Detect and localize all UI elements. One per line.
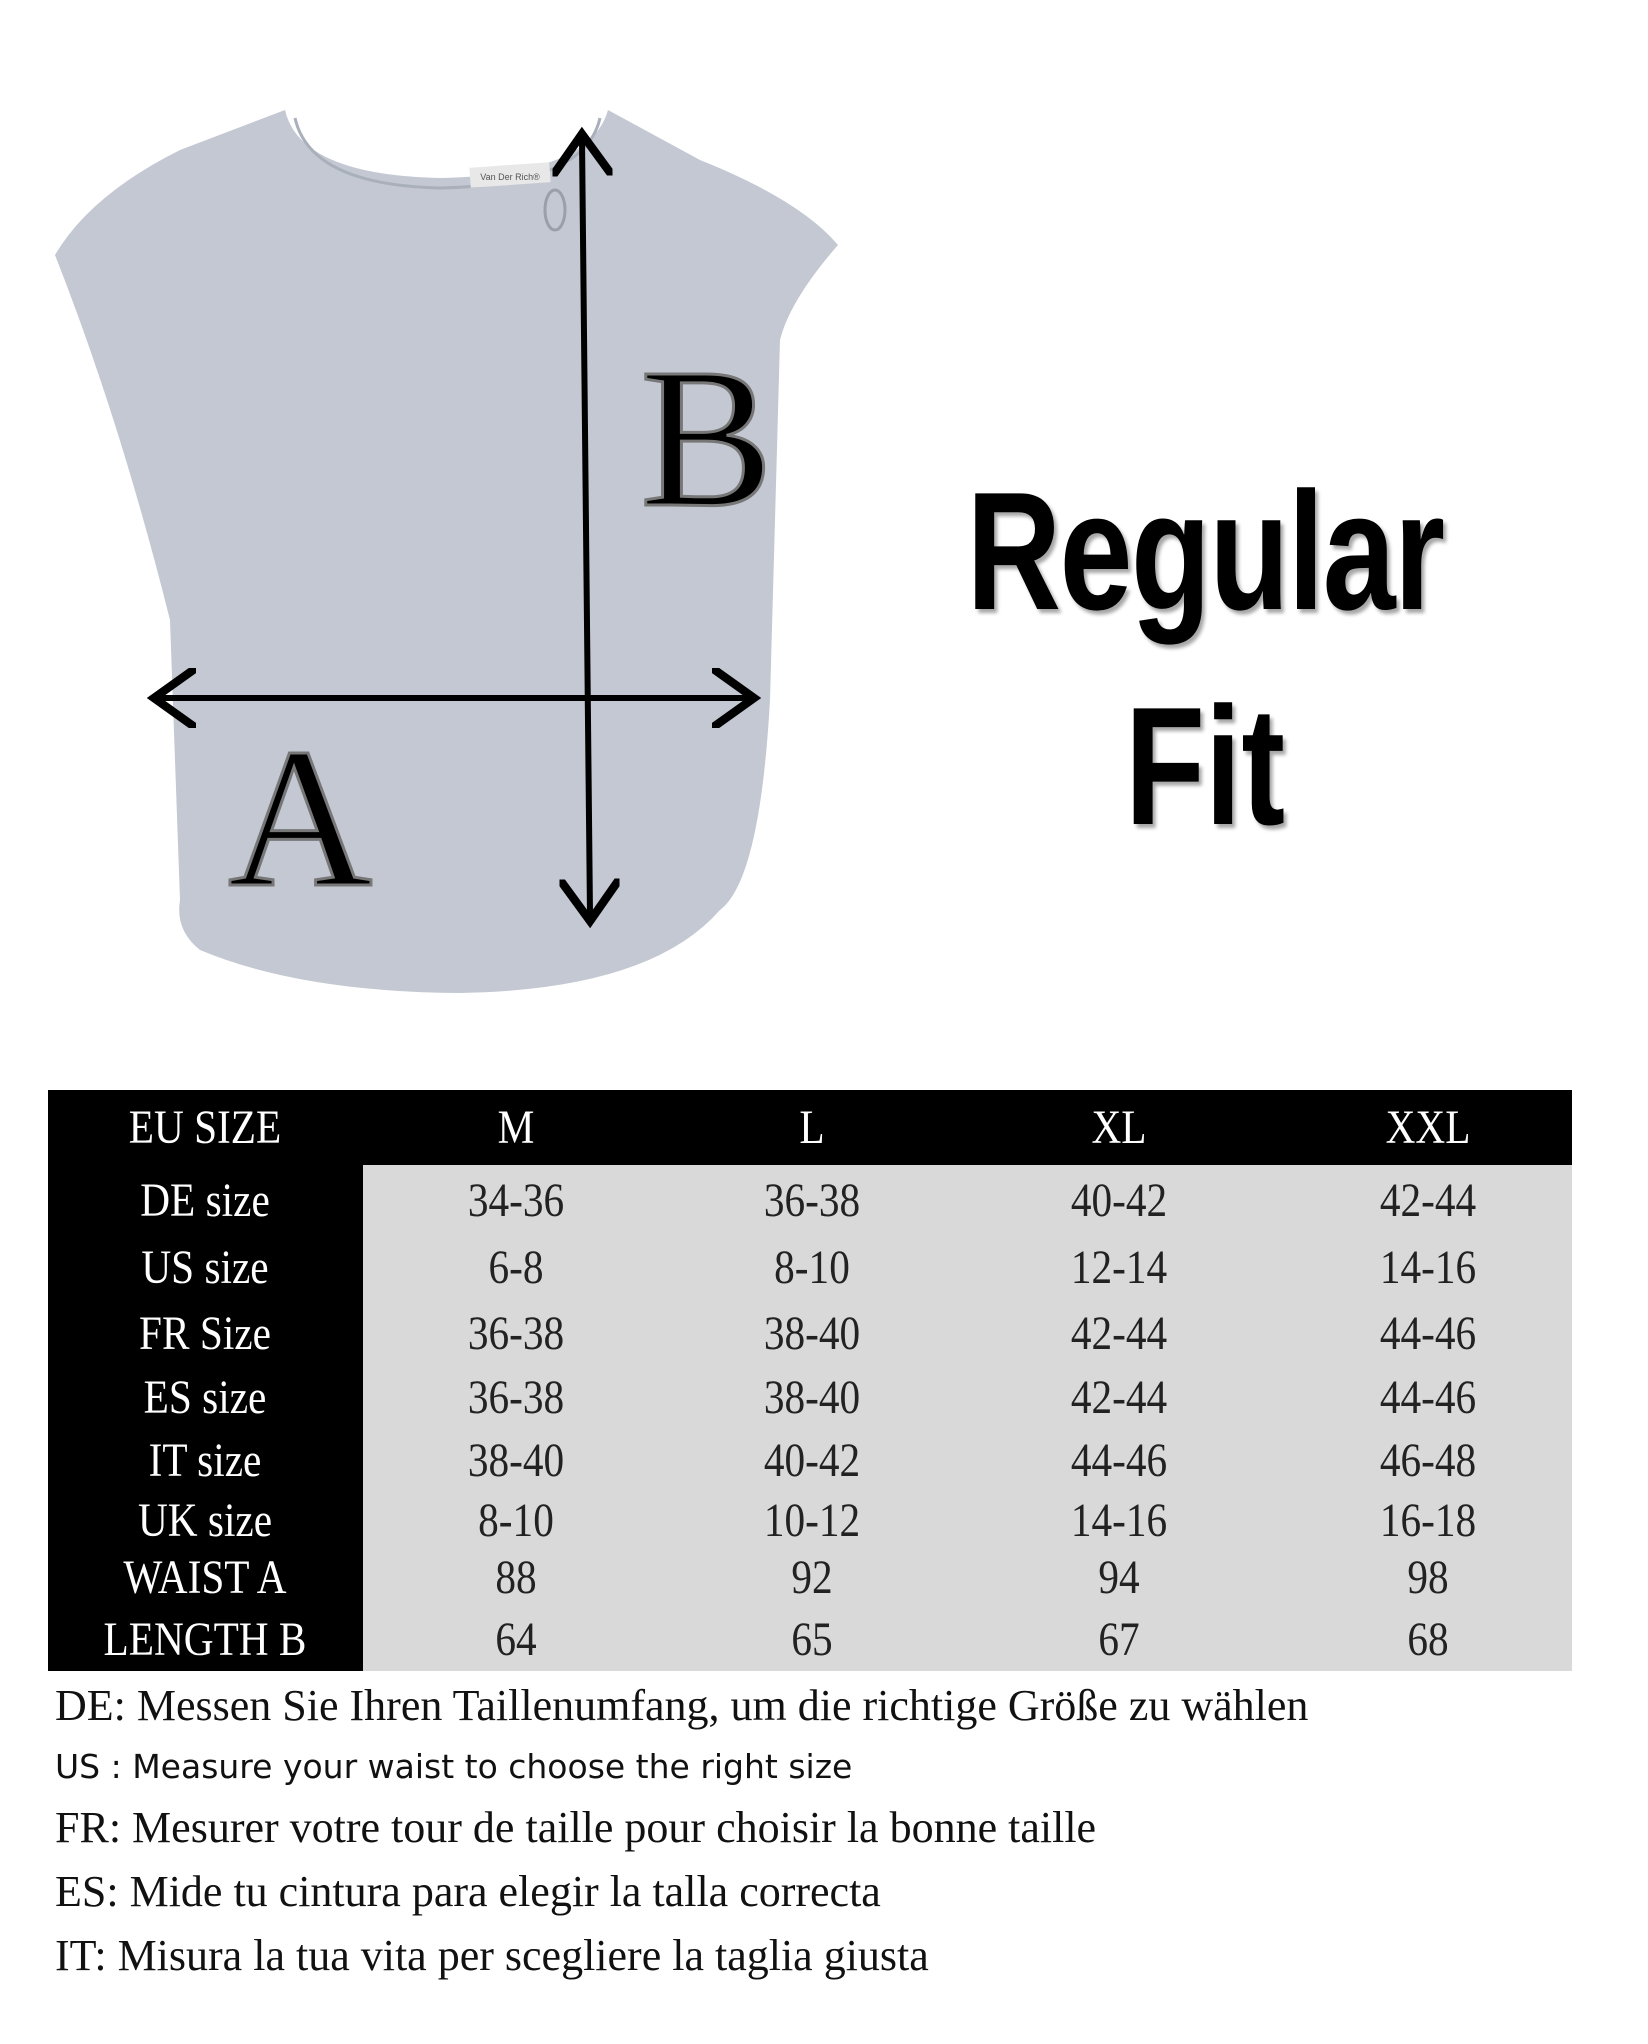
- table-cell: 12-14: [1070, 1241, 1168, 1294]
- fit-title-line2: Fit: [1124, 672, 1286, 860]
- size-table: EU SIZE M L XL XXL DE size 34-36 36-38 40-42 42-4…: [48, 1090, 1572, 1671]
- note-line: FR: Mesurer votre tour de taille pour ch…: [55, 1803, 1097, 1852]
- size-column-header: M: [497, 1101, 535, 1154]
- table-cell: 42-44: [1070, 1371, 1168, 1424]
- size-column-header: XXL: [1385, 1101, 1471, 1154]
- row-label: US size: [141, 1241, 269, 1294]
- length-b-arrow: [582, 140, 590, 915]
- shirt-measurement-diagram: Van Der Rich® B A: [55, 110, 838, 993]
- note-line: DE: Messen Sie Ihren Taillenumfang, um d…: [55, 1681, 1309, 1730]
- table-cell: 92: [791, 1551, 833, 1604]
- table-cell: 67: [1098, 1613, 1140, 1666]
- shirt-shape: [55, 110, 838, 993]
- table-cell: 64: [495, 1613, 537, 1666]
- table-cell: 36-38: [763, 1174, 861, 1227]
- brand-tag: [469, 162, 551, 188]
- table-cell: 16-18: [1379, 1494, 1477, 1547]
- table-cell: 44-46: [1070, 1434, 1168, 1487]
- table-cell: 42-44: [1070, 1307, 1168, 1360]
- table-cell: 94: [1098, 1551, 1140, 1604]
- row-label: FR Size: [139, 1307, 271, 1360]
- table-cell: 40-42: [1070, 1174, 1168, 1227]
- table-cell: 40-42: [763, 1434, 861, 1487]
- note-line: ES: Mide tu cintura para elegir la talla…: [55, 1867, 881, 1916]
- table-cell: 14-16: [1070, 1494, 1168, 1547]
- size-column-header: L: [799, 1101, 825, 1154]
- table-cell: 38-40: [763, 1371, 861, 1424]
- note-line: US : Measure your waist to choose the ri…: [55, 1747, 853, 1786]
- row-label: IT size: [148, 1434, 262, 1487]
- table-cell: 42-44: [1379, 1174, 1477, 1227]
- table-cell: 10-12: [763, 1494, 861, 1547]
- table-cell: 34-36: [467, 1174, 565, 1227]
- row-label: ES size: [143, 1371, 267, 1424]
- svg-text:Van Der Rich®: Van Der Rich®: [480, 172, 540, 182]
- table-cell: 8-10: [478, 1494, 554, 1547]
- table-cell: 36-38: [467, 1371, 565, 1424]
- note-line: IT: Misura la tua vita per scegliere la …: [55, 1931, 929, 1980]
- table-cell: 36-38: [467, 1307, 565, 1360]
- table-cell: 8-10: [774, 1241, 850, 1294]
- label-b: B: [640, 328, 773, 549]
- table-cell: 88: [495, 1551, 537, 1604]
- row-label: WAIST A: [123, 1551, 287, 1604]
- table-cell: 44-46: [1379, 1307, 1477, 1360]
- row-label: DE size: [140, 1174, 270, 1227]
- table-cell: 68: [1407, 1613, 1449, 1666]
- row-label: UK size: [137, 1494, 273, 1547]
- row-label: LENGTH B: [103, 1613, 307, 1666]
- table-cell: 38-40: [763, 1307, 861, 1360]
- table-label-column: [48, 1090, 363, 1671]
- table-cell: 6-8: [488, 1241, 544, 1294]
- table-cell: 44-46: [1379, 1371, 1477, 1424]
- table-cell: 14-16: [1379, 1241, 1477, 1294]
- table-cell: 46-48: [1379, 1434, 1477, 1487]
- table-cell: 38-40: [467, 1434, 565, 1487]
- label-a: A: [228, 708, 372, 929]
- eu-size-header: EU SIZE: [128, 1101, 282, 1154]
- table-cell: 65: [791, 1613, 833, 1666]
- table-cell: 98: [1407, 1551, 1449, 1604]
- size-column-header: XL: [1091, 1101, 1147, 1154]
- fit-title-line1: Regular: [966, 457, 1446, 645]
